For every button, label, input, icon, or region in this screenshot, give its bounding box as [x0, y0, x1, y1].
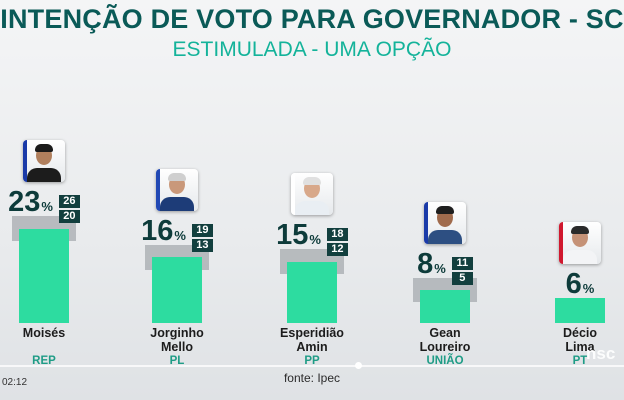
upper-bound-label: 18 — [326, 228, 348, 242]
upper-bound-label: 19 — [191, 224, 213, 238]
value-number: 6 — [565, 268, 582, 301]
photo-edge — [291, 173, 295, 216]
candidate-name: Moisés — [0, 326, 99, 340]
photo-hair — [35, 144, 53, 153]
value-label: 15% — [276, 219, 321, 252]
candidate-name-line: Décio — [562, 326, 598, 340]
lower-bound-label: 13 — [191, 239, 213, 253]
video-time: 02:12 — [2, 377, 28, 388]
chart-title: INTENÇÃO DE VOTO PARA GOVERNADOR - SC — [0, 4, 624, 34]
value-unit: % — [582, 281, 595, 297]
bar-1 — [19, 228, 69, 323]
photo-shirt — [295, 201, 329, 216]
candidate-photo — [291, 173, 333, 216]
candidate-photo — [424, 201, 466, 244]
value-label: 16% — [141, 215, 186, 248]
value-unit: % — [309, 232, 321, 248]
photo-edge — [424, 201, 428, 244]
candidate-party: PL — [169, 355, 185, 367]
bar-5 — [555, 298, 605, 323]
photo-shirt — [428, 229, 462, 244]
lower-bound-label: 20 — [58, 210, 80, 224]
candidate-name-line: Esperidião — [280, 326, 344, 340]
photo-shirt — [563, 250, 597, 265]
candidate-photo — [559, 222, 601, 265]
video-progress-knob[interactable] — [355, 362, 362, 369]
photo-edge — [23, 140, 27, 183]
value-label: 8% — [417, 248, 446, 281]
candidate-name-line: Moisés — [22, 326, 66, 340]
candidate-name-line: Amin — [296, 340, 328, 354]
candidate-party: UNIÃO — [426, 355, 464, 367]
photo-hair — [168, 173, 186, 182]
candidate-name: Jorginho Mello — [122, 326, 232, 354]
chart-subtitle: ESTIMULADA - UMA OPÇÃO — [172, 38, 452, 61]
upper-bound-label: 11 — [451, 256, 473, 270]
candidate-name-line: Loureiro — [419, 340, 471, 354]
value-number: 23 — [8, 186, 41, 219]
value-number: 8 — [417, 247, 434, 280]
value-label: 23% — [8, 186, 53, 219]
video-progress-track[interactable] — [0, 365, 624, 367]
nsc-logo: nsc — [586, 344, 615, 363]
bar-4 — [420, 290, 470, 323]
photo-hair — [303, 177, 321, 186]
nsc-logo-text: nsc — [586, 344, 615, 363]
photo-edge — [156, 169, 160, 212]
candidate-name: Décio Lima — [525, 326, 624, 354]
bar-3 — [287, 261, 337, 323]
candidate-party: REP — [32, 355, 56, 367]
candidate-party: PT — [572, 355, 588, 367]
value-unit: % — [174, 228, 186, 244]
upper-bound-label: 26 — [58, 195, 80, 209]
candidate-name-line: Jorginho — [150, 326, 204, 340]
value-unit: % — [434, 260, 446, 276]
value-number: 16 — [141, 215, 174, 248]
candidate-party: PP — [304, 355, 320, 367]
candidate-name-line: Mello — [161, 340, 193, 354]
candidate-photo — [23, 140, 65, 183]
candidate-photo — [156, 169, 198, 212]
value-number: 15 — [276, 219, 309, 252]
source-caption: fonte: Ipec — [283, 371, 341, 385]
bar-2 — [152, 257, 202, 323]
photo-edge — [559, 222, 563, 265]
lower-bound-label: 5 — [451, 271, 473, 285]
photo-hair — [571, 226, 589, 235]
photo-shirt — [160, 197, 194, 212]
photo-hair — [436, 205, 454, 214]
value-unit: % — [41, 199, 53, 215]
candidate-name-line: Lima — [565, 340, 595, 354]
candidate-name: Gean Loureiro — [390, 326, 500, 354]
lower-bound-label: 12 — [326, 243, 348, 257]
value-label: 6% — [566, 268, 595, 301]
candidate-name: Esperidião Amin — [257, 326, 367, 354]
photo-shirt — [27, 168, 61, 183]
candidate-name-line: Gean — [429, 326, 461, 340]
